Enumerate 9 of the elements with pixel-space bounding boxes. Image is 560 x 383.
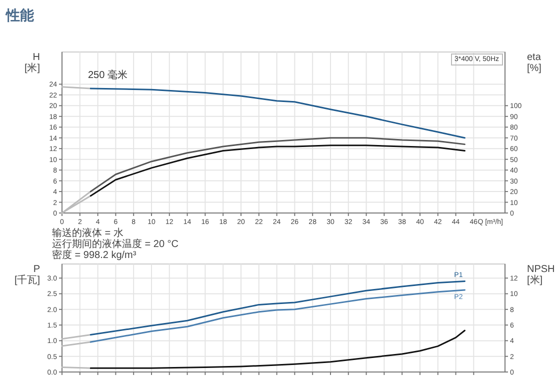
- y-axis-title: H [米]: [24, 52, 40, 74]
- y-axis-title: P [千瓦]: [14, 264, 40, 286]
- text: 运行期间的液体温度 = 20 °C: [52, 238, 179, 250]
- y2-axis-title: eta [%]: [527, 52, 542, 74]
- text: 密度 = 998.2 kg/m³: [52, 249, 137, 261]
- text: 输送的液体 = 水: [52, 227, 124, 239]
- chart-title: 性能: [5, 7, 35, 23]
- annotation: 250 毫米: [88, 69, 128, 81]
- y2-axis-title: NPSH [米]: [527, 264, 555, 286]
